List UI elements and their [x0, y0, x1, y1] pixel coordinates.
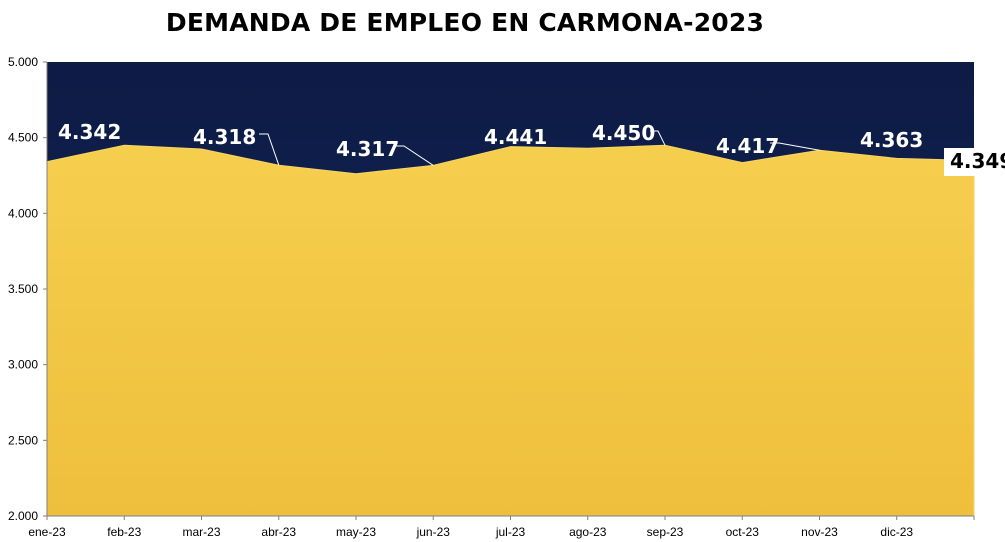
data-label: 4.417	[716, 134, 779, 158]
x-tick-label: may-23	[336, 525, 376, 539]
data-label: 4.318	[193, 125, 256, 149]
x-tick-label: jul-23	[495, 525, 526, 539]
leader-line	[396, 145, 434, 166]
last-label-box	[944, 148, 1002, 176]
leader-line	[650, 130, 666, 146]
x-tick-label: nov-23	[801, 525, 838, 539]
y-tick-label: 3.500	[8, 282, 38, 296]
x-tick-label: abr-23	[261, 525, 296, 539]
data-label: 4.349	[950, 149, 1005, 173]
x-tick-label: sep-23	[647, 525, 684, 539]
leader-line	[770, 142, 820, 151]
y-tick-label: 4.500	[8, 131, 38, 145]
y-tick-label: 2.000	[8, 509, 38, 523]
y-tick-label: 3.000	[8, 358, 38, 372]
x-axis-ticks: ene-23 feb-23 mar-23 abr-23 may-23 jun-23 jul-…	[28, 516, 975, 539]
data-label: 4.317	[336, 137, 399, 161]
chart-title: DEMANDA DE EMPLEO EN CARMONA-2023	[165, 8, 765, 37]
y-tick-label: 2.500	[8, 433, 38, 447]
area-series	[46, 144, 975, 517]
x-tick-label: oct-23	[726, 525, 760, 539]
x-tick-label: mar-23	[182, 525, 220, 539]
x-tick-label: feb-23	[107, 525, 141, 539]
x-tick-label: jun-23	[416, 525, 451, 539]
y-axis-ticks: 2.000 2.500 3.000 3.500 4.000 4.500 5.000	[8, 55, 47, 523]
data-labels: 4.342 4.318 4.317 4.441 4.450 4.417 4.363 4.349	[58, 120, 1005, 176]
y-tick-label: 5.000	[8, 55, 38, 69]
data-label: 4.450	[592, 121, 655, 145]
x-tick-label: ago-23	[569, 525, 607, 539]
data-label: 4.441	[484, 125, 547, 149]
y-tick-label: 4.000	[8, 206, 38, 220]
label-leader-lines	[259, 130, 820, 166]
x-tick-label: dic-23	[880, 525, 913, 539]
x-tick-label: ene-23	[28, 525, 66, 539]
leader-line	[259, 133, 280, 166]
data-label: 4.363	[860, 128, 923, 152]
data-label: 4.342	[58, 120, 121, 144]
